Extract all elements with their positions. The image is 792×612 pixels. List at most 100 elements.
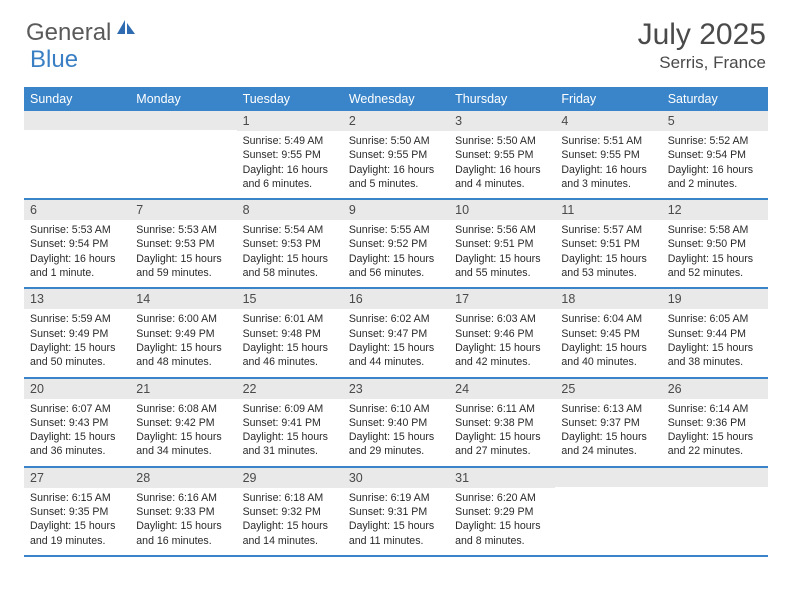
day-cell: 19Sunrise: 6:05 AMSunset: 9:44 PMDayligh… [662, 288, 768, 377]
sunrise-text: Sunrise: 5:59 AM [30, 312, 124, 326]
day-content: Sunrise: 6:10 AMSunset: 9:40 PMDaylight:… [343, 399, 449, 466]
day-content: Sunrise: 6:03 AMSunset: 9:46 PMDaylight:… [449, 309, 555, 376]
day-content: Sunrise: 6:18 AMSunset: 9:32 PMDaylight:… [237, 488, 343, 555]
day-header-friday: Friday [555, 87, 661, 111]
daylight-text: Daylight: 15 hours and 36 minutes. [30, 430, 124, 459]
sunrise-text: Sunrise: 6:20 AM [455, 491, 549, 505]
daylight-text: Daylight: 15 hours and 34 minutes. [136, 430, 230, 459]
sunset-text: Sunset: 9:33 PM [136, 505, 230, 519]
sunset-text: Sunset: 9:37 PM [561, 416, 655, 430]
day-number: 7 [130, 200, 236, 220]
sunrise-text: Sunrise: 6:16 AM [136, 491, 230, 505]
sunrise-text: Sunrise: 6:03 AM [455, 312, 549, 326]
day-number: 24 [449, 379, 555, 399]
sunset-text: Sunset: 9:47 PM [349, 327, 443, 341]
title-block: July 2025 Serris, France [638, 18, 766, 73]
sunset-text: Sunset: 9:31 PM [349, 505, 443, 519]
sunset-text: Sunset: 9:43 PM [30, 416, 124, 430]
day-number: 3 [449, 111, 555, 131]
sunrise-text: Sunrise: 6:02 AM [349, 312, 443, 326]
day-cell: 17Sunrise: 6:03 AMSunset: 9:46 PMDayligh… [449, 288, 555, 377]
day-number: 18 [555, 289, 661, 309]
day-cell: 11Sunrise: 5:57 AMSunset: 9:51 PMDayligh… [555, 199, 661, 288]
day-cell: 9Sunrise: 5:55 AMSunset: 9:52 PMDaylight… [343, 199, 449, 288]
day-content: Sunrise: 6:08 AMSunset: 9:42 PMDaylight:… [130, 399, 236, 466]
day-header-thursday: Thursday [449, 87, 555, 111]
day-content: Sunrise: 5:51 AMSunset: 9:55 PMDaylight:… [555, 131, 661, 198]
day-header-sunday: Sunday [24, 87, 130, 111]
day-cell: 28Sunrise: 6:16 AMSunset: 9:33 PMDayligh… [130, 467, 236, 556]
day-cell: 21Sunrise: 6:08 AMSunset: 9:42 PMDayligh… [130, 378, 236, 467]
daylight-text: Daylight: 15 hours and 48 minutes. [136, 341, 230, 370]
sunrise-text: Sunrise: 6:08 AM [136, 402, 230, 416]
day-content: Sunrise: 6:16 AMSunset: 9:33 PMDaylight:… [130, 488, 236, 555]
day-cell [24, 111, 130, 199]
day-content: Sunrise: 6:05 AMSunset: 9:44 PMDaylight:… [662, 309, 768, 376]
day-content [130, 130, 236, 186]
daylight-text: Daylight: 15 hours and 44 minutes. [349, 341, 443, 370]
sunrise-text: Sunrise: 6:13 AM [561, 402, 655, 416]
sunrise-text: Sunrise: 6:00 AM [136, 312, 230, 326]
sunrise-text: Sunrise: 5:52 AM [668, 134, 762, 148]
sunset-text: Sunset: 9:55 PM [243, 148, 337, 162]
daylight-text: Daylight: 15 hours and 50 minutes. [30, 341, 124, 370]
sunset-text: Sunset: 9:53 PM [243, 237, 337, 251]
day-content: Sunrise: 5:53 AMSunset: 9:53 PMDaylight:… [130, 220, 236, 287]
day-number: 5 [662, 111, 768, 131]
brand-part2: Blue [30, 46, 78, 73]
day-content: Sunrise: 6:20 AMSunset: 9:29 PMDaylight:… [449, 488, 555, 555]
day-content: Sunrise: 5:53 AMSunset: 9:54 PMDaylight:… [24, 220, 130, 287]
sunrise-text: Sunrise: 6:05 AM [668, 312, 762, 326]
day-content: Sunrise: 6:02 AMSunset: 9:47 PMDaylight:… [343, 309, 449, 376]
sunset-text: Sunset: 9:49 PM [136, 327, 230, 341]
day-content: Sunrise: 6:19 AMSunset: 9:31 PMDaylight:… [343, 488, 449, 555]
daylight-text: Daylight: 15 hours and 55 minutes. [455, 252, 549, 281]
day-content: Sunrise: 5:50 AMSunset: 9:55 PMDaylight:… [343, 131, 449, 198]
brand-part1: General [26, 19, 111, 47]
day-content: Sunrise: 5:54 AMSunset: 9:53 PMDaylight:… [237, 220, 343, 287]
day-content: Sunrise: 6:01 AMSunset: 9:48 PMDaylight:… [237, 309, 343, 376]
daylight-text: Daylight: 15 hours and 53 minutes. [561, 252, 655, 281]
day-content: Sunrise: 5:52 AMSunset: 9:54 PMDaylight:… [662, 131, 768, 198]
daylight-text: Daylight: 15 hours and 29 minutes. [349, 430, 443, 459]
day-number: 11 [555, 200, 661, 220]
sunrise-text: Sunrise: 5:55 AM [349, 223, 443, 237]
sunset-text: Sunset: 9:48 PM [243, 327, 337, 341]
day-content: Sunrise: 6:14 AMSunset: 9:36 PMDaylight:… [662, 399, 768, 466]
sunset-text: Sunset: 9:53 PM [136, 237, 230, 251]
day-cell: 25Sunrise: 6:13 AMSunset: 9:37 PMDayligh… [555, 378, 661, 467]
week-row: 1Sunrise: 5:49 AMSunset: 9:55 PMDaylight… [24, 111, 768, 199]
day-cell: 18Sunrise: 6:04 AMSunset: 9:45 PMDayligh… [555, 288, 661, 377]
sunrise-text: Sunrise: 6:19 AM [349, 491, 443, 505]
day-number: 14 [130, 289, 236, 309]
sunset-text: Sunset: 9:52 PM [349, 237, 443, 251]
brand-logo: General [26, 18, 139, 47]
sunset-text: Sunset: 9:29 PM [455, 505, 549, 519]
sunrise-text: Sunrise: 5:50 AM [349, 134, 443, 148]
day-cell [662, 467, 768, 556]
daylight-text: Daylight: 15 hours and 11 minutes. [349, 519, 443, 548]
day-number [130, 111, 236, 130]
daylight-text: Daylight: 16 hours and 1 minute. [30, 252, 124, 281]
day-content: Sunrise: 5:49 AMSunset: 9:55 PMDaylight:… [237, 131, 343, 198]
sunrise-text: Sunrise: 6:11 AM [455, 402, 549, 416]
day-content: Sunrise: 6:04 AMSunset: 9:45 PMDaylight:… [555, 309, 661, 376]
sunset-text: Sunset: 9:55 PM [455, 148, 549, 162]
sunset-text: Sunset: 9:51 PM [561, 237, 655, 251]
day-number: 26 [662, 379, 768, 399]
day-cell: 7Sunrise: 5:53 AMSunset: 9:53 PMDaylight… [130, 199, 236, 288]
daylight-text: Daylight: 15 hours and 19 minutes. [30, 519, 124, 548]
daylight-text: Daylight: 16 hours and 5 minutes. [349, 163, 443, 192]
day-header-tuesday: Tuesday [237, 87, 343, 111]
location-label: Serris, France [638, 53, 766, 73]
calendar-table: SundayMondayTuesdayWednesdayThursdayFrid… [24, 87, 768, 557]
sunset-text: Sunset: 9:46 PM [455, 327, 549, 341]
sunset-text: Sunset: 9:42 PM [136, 416, 230, 430]
daylight-text: Daylight: 15 hours and 42 minutes. [455, 341, 549, 370]
day-number: 2 [343, 111, 449, 131]
sunset-text: Sunset: 9:36 PM [668, 416, 762, 430]
daylight-text: Daylight: 15 hours and 24 minutes. [561, 430, 655, 459]
day-number: 21 [130, 379, 236, 399]
sunset-text: Sunset: 9:51 PM [455, 237, 549, 251]
day-content: Sunrise: 6:00 AMSunset: 9:49 PMDaylight:… [130, 309, 236, 376]
